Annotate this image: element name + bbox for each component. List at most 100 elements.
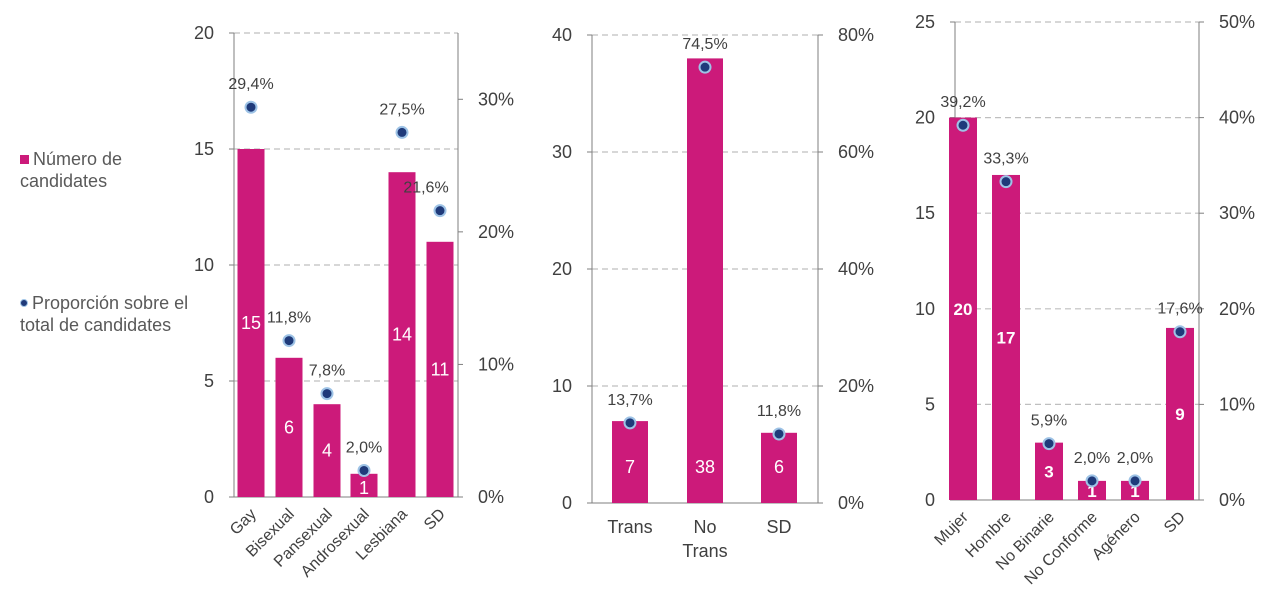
proportion-label: 2,0% bbox=[346, 439, 382, 456]
y-right-tick-label: 80% bbox=[838, 25, 874, 45]
bar-value-label: 11 bbox=[431, 359, 450, 379]
category-label: Gay bbox=[227, 506, 260, 539]
bar bbox=[350, 473, 378, 497]
proportion-label: 27,5% bbox=[379, 101, 424, 118]
proportion-point bbox=[956, 118, 970, 132]
y-left-tick-label: 25 bbox=[915, 12, 935, 32]
proportion-point bbox=[433, 204, 447, 218]
bar-value-label: 14 bbox=[392, 325, 412, 345]
bar bbox=[687, 58, 723, 504]
bar bbox=[1035, 442, 1063, 500]
bar-value-label: 1 bbox=[359, 478, 369, 498]
proportion-label: 74,5% bbox=[682, 36, 727, 53]
proportion-point bbox=[1173, 325, 1187, 339]
proportion-point bbox=[1085, 474, 1099, 488]
proportion-label: 11,8% bbox=[757, 403, 801, 420]
y-left-tick-label: 20 bbox=[552, 259, 572, 279]
proportion-label: 5,9% bbox=[1031, 413, 1067, 430]
category-label: Trans bbox=[682, 541, 727, 561]
bar-value-label: 38 bbox=[695, 457, 715, 477]
proportion-point bbox=[999, 175, 1013, 189]
proportion-label: 29,4% bbox=[228, 76, 273, 93]
y-left-tick-label: 20 bbox=[915, 108, 935, 128]
bar bbox=[1078, 480, 1106, 500]
bar-value-label: 17 bbox=[997, 328, 1016, 347]
y-left-tick-label: 0 bbox=[925, 490, 935, 510]
y-left-tick-label: 5 bbox=[204, 371, 214, 391]
y-right-tick-label: 40% bbox=[838, 259, 874, 279]
proportion-label: 11,8% bbox=[267, 310, 311, 327]
y-left-tick-label: 0 bbox=[204, 487, 214, 507]
category-label: Trans bbox=[607, 517, 652, 537]
legend-bar-label: Número de candidates bbox=[20, 149, 123, 191]
y-right-tick-label: 0% bbox=[478, 487, 504, 507]
category-label: No bbox=[693, 517, 716, 537]
y-left-tick-label: 15 bbox=[194, 139, 214, 159]
y-right-tick-label: 30% bbox=[1219, 203, 1255, 223]
legend-item-dots: Proporción sobre el total de candidates bbox=[20, 292, 200, 336]
chart-1: 0 5 10 15 20 0% 10% 20% 30% 15 6 4 1 14 11 29,4% 11,8% 7,… bbox=[194, 23, 514, 581]
category-label: Agénero bbox=[1089, 509, 1144, 564]
bar-value-label: 6 bbox=[284, 417, 294, 437]
y-right-tick-label: 20% bbox=[1219, 299, 1255, 319]
bar bbox=[1166, 327, 1194, 500]
proportion-point bbox=[1128, 474, 1142, 488]
category-label: SD bbox=[1161, 509, 1189, 537]
bar bbox=[1121, 480, 1149, 500]
legend-dot-swatch bbox=[20, 299, 28, 307]
y-right-tick-label: 0% bbox=[838, 493, 864, 513]
legend-bar-swatch bbox=[20, 155, 29, 164]
proportion-point bbox=[772, 427, 786, 441]
y-right-tick-label: 30% bbox=[478, 89, 514, 109]
proportion-point bbox=[320, 387, 334, 401]
y-right-tick-label: 40% bbox=[1219, 108, 1255, 128]
y-right-tick-label: 50% bbox=[1219, 12, 1255, 32]
bar bbox=[313, 404, 341, 497]
y-left-tick-label: 5 bbox=[925, 394, 935, 414]
bar bbox=[761, 432, 797, 503]
proportion-label: 2,0% bbox=[1117, 450, 1153, 467]
proportion-label: 17,6% bbox=[1157, 301, 1202, 318]
y-right-tick-label: 20% bbox=[478, 222, 514, 242]
bar-value-label: 1 bbox=[1087, 482, 1096, 501]
y-right-tick-label: 10% bbox=[1219, 394, 1255, 414]
proportion-label: 33,3% bbox=[983, 151, 1028, 168]
y-right-tick-label: 60% bbox=[838, 142, 874, 162]
y-left-tick-label: 40 bbox=[552, 25, 572, 45]
y-left-tick-label: 0 bbox=[562, 493, 572, 513]
y-right-tick-label: 20% bbox=[838, 376, 874, 396]
bar bbox=[992, 174, 1020, 500]
y-left-tick-label: 10 bbox=[915, 299, 935, 319]
proportion-point bbox=[282, 334, 296, 348]
proportion-label: 7,8% bbox=[309, 363, 345, 380]
proportion-point bbox=[244, 100, 258, 114]
legend-item-bars: Número de candidates bbox=[20, 148, 200, 192]
y-left-tick-label: 10 bbox=[552, 376, 572, 396]
bar bbox=[949, 117, 977, 500]
proportion-label: 2,0% bbox=[1074, 450, 1110, 467]
bar bbox=[388, 172, 416, 497]
proportion-label: 21,6% bbox=[403, 180, 448, 197]
bar-value-label: 20 bbox=[954, 300, 973, 319]
y-right-tick-label: 0% bbox=[1219, 490, 1245, 510]
category-label: SD bbox=[766, 517, 791, 537]
bar-value-label: 6 bbox=[774, 457, 784, 477]
bar-value-label: 1 bbox=[1130, 482, 1139, 501]
proportion-point bbox=[395, 125, 409, 139]
y-left-tick-label: 10 bbox=[194, 255, 214, 275]
y-right-tick-label: 10% bbox=[478, 354, 514, 374]
legend-dot-label: Proporción sobre el total de candidates bbox=[20, 293, 189, 335]
chart-2: 0 10 20 30 40 0% 20% 40% 60% 80% 7 38 6 13,7% 74,5% 11,… bbox=[552, 25, 874, 561]
bar bbox=[612, 421, 648, 503]
category-label: Mujer bbox=[932, 508, 973, 549]
y-left-tick-label: 20 bbox=[194, 23, 214, 43]
bar-value-label: 7 bbox=[625, 457, 635, 477]
bar-value-label: 15 bbox=[241, 313, 261, 333]
y-left-tick-label: 30 bbox=[552, 142, 572, 162]
proportion-point bbox=[698, 60, 712, 74]
category-label: SD bbox=[421, 506, 449, 534]
y-left-tick-label: 15 bbox=[915, 203, 935, 223]
proportion-label: 39,2% bbox=[940, 94, 985, 111]
proportion-point bbox=[623, 416, 637, 430]
